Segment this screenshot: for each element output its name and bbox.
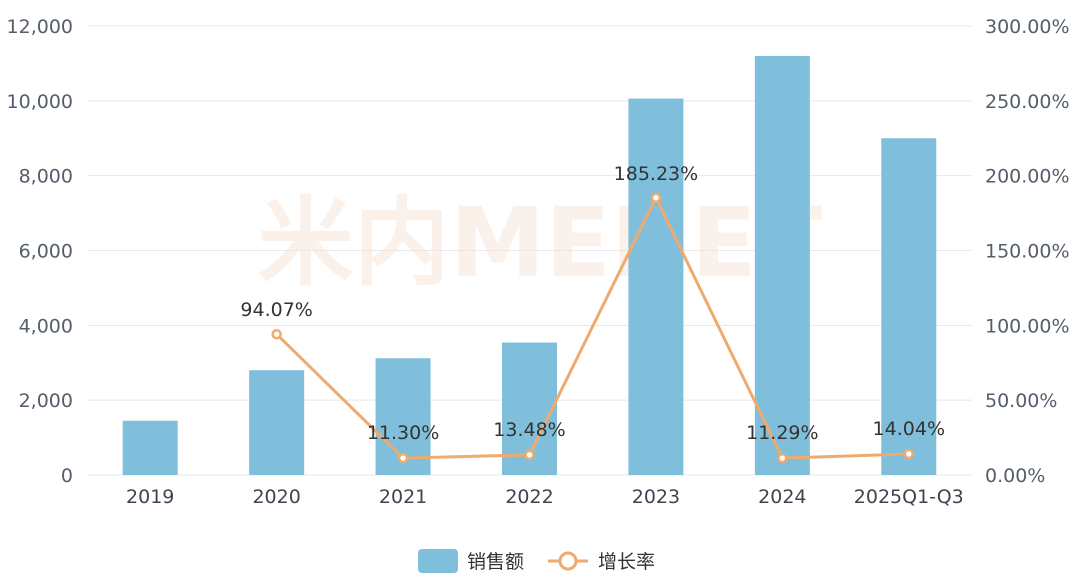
x-axis: 2019 2020 2021 2022 2023 2024 2025Q1-Q3 (126, 486, 964, 508)
left-tick-label: 12,000 (7, 16, 73, 38)
bar-2019 (122, 420, 178, 475)
growth-point-2021 (397, 452, 409, 464)
left-tick-label: 10,000 (7, 91, 73, 113)
watermark: 米内MENET (258, 187, 823, 299)
bar-2023 (628, 98, 684, 476)
left-axis: 0 2,000 4,000 6,000 8,000 10,000 12,000 (7, 16, 73, 487)
x-tick-label: 2020 (252, 486, 300, 508)
legend-swatch-sales (418, 549, 458, 573)
growth-point-2024 (777, 452, 788, 464)
right-tick-label: 250.00% (985, 91, 1070, 113)
right-tick-label: 150.00% (985, 241, 1070, 263)
left-tick-label: 4,000 (19, 315, 73, 337)
bar-series (122, 55, 937, 476)
right-tick-label: 0.00% (985, 465, 1045, 487)
growth-data-label: 13.48% (493, 419, 565, 441)
growth-data-label: 185.23% (614, 163, 699, 185)
left-tick-label: 6,000 (19, 241, 73, 263)
growth-point-2020 (271, 328, 282, 340)
left-tick-label: 8,000 (19, 166, 73, 188)
right-tick-label: 100.00% (985, 315, 1070, 337)
bar-2025Q1-Q3 (881, 138, 937, 475)
legend: 销售额 增长率 (418, 549, 655, 573)
growth-data-label: 94.07% (240, 299, 312, 321)
growth-point-2025Q1-Q3 (903, 448, 915, 460)
growth-data-label: 11.29% (746, 422, 818, 444)
watermark-text: 米内MENET (258, 187, 823, 299)
growth-data-label: 14.04% (873, 418, 945, 440)
right-tick-label: 50.00% (985, 390, 1057, 412)
legend-label-sales: 销售额 (467, 551, 524, 573)
x-tick-label: 2019 (126, 486, 174, 508)
growth-point-2022 (524, 449, 535, 461)
x-tick-label: 2024 (758, 486, 806, 508)
growth-rate-line (275, 196, 909, 460)
bar-2024 (754, 55, 810, 475)
left-tick-label: 0 (61, 465, 73, 487)
growth-data-label: 11.30% (367, 422, 439, 444)
right-axis: 0.00% 50.00% 100.00% 150.00% 200.00% 250.00% 3… (985, 16, 1070, 487)
growth-point-2023 (650, 192, 662, 204)
x-tick-label: 2025Q1-Q3 (854, 486, 964, 508)
x-tick-label: 2023 (632, 486, 680, 508)
grid-lines (87, 25, 972, 476)
right-tick-label: 300.00% (985, 16, 1070, 38)
legend-label-growth: 增长率 (598, 551, 655, 573)
right-tick-label: 200.00% (985, 166, 1070, 188)
line-series (271, 192, 915, 464)
x-tick-label: 2022 (505, 486, 553, 508)
data-labels: 94.07% 11.30% 13.48% 185.23% 11.29% 14.04% (240, 163, 945, 444)
x-tick-label: 2021 (379, 486, 427, 508)
bar-2020 (249, 370, 305, 475)
left-tick-label: 2,000 (19, 390, 73, 412)
legend-marker-growth (558, 551, 578, 571)
